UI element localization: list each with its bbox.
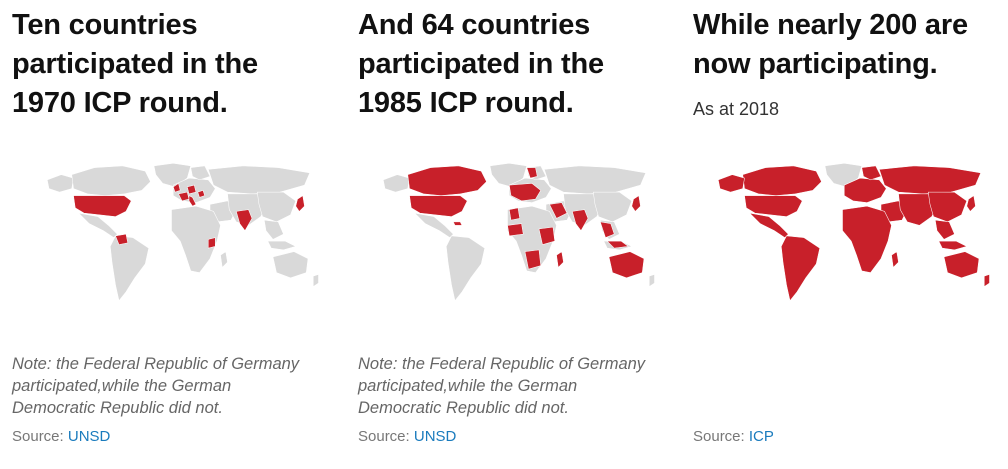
source-link[interactable]: ICP	[748, 428, 774, 445]
panel-title: And 64 countries participated in the 198…	[358, 9, 604, 119]
region-japan	[631, 195, 641, 212]
region-india	[571, 209, 589, 232]
footnote: Note: the Federal Republic of Germany pa…	[358, 355, 646, 417]
source-link[interactable]: UNSD	[413, 428, 457, 445]
region-usa	[744, 195, 803, 217]
region-italy	[188, 195, 197, 207]
region-southeast-asia	[599, 221, 615, 238]
world-map-1970	[46, 162, 319, 301]
region-germany	[186, 184, 197, 195]
region-uk	[172, 182, 181, 193]
region-caribbean	[452, 221, 463, 226]
source-line: Source: UNSD	[12, 428, 110, 445]
region-new-zealand	[983, 274, 990, 288]
region-madagascar	[556, 251, 564, 268]
region-china	[927, 191, 968, 223]
region-canada	[742, 165, 822, 196]
source-line: Source: ICP	[693, 428, 774, 445]
region-canada	[407, 165, 487, 196]
panel-title: Ten countries participated in the 1970 I…	[12, 9, 258, 119]
world-map-1985	[382, 162, 655, 301]
panel-1970: Ten countries participated in the 1970 I…	[12, 0, 342, 469]
region-east-africa	[538, 226, 556, 245]
region-madagascar	[891, 251, 899, 268]
region-west-africa	[507, 223, 524, 237]
region-kenya	[207, 237, 216, 249]
region-india	[235, 209, 253, 232]
region-colombia	[115, 233, 129, 245]
panel-title: While nearly 200 are now participating.	[693, 9, 968, 80]
region-alaska	[717, 174, 745, 193]
panel-1985: And 64 countries participated in the 198…	[358, 0, 688, 469]
region-australia	[943, 251, 980, 279]
source-link[interactable]: UNSD	[67, 428, 111, 445]
region-scandinavia	[861, 165, 882, 181]
source-label: Source:	[12, 428, 64, 445]
region-indonesia	[606, 240, 629, 249]
region-usa	[73, 195, 132, 217]
region-indonesia	[938, 240, 968, 251]
panel-subtitle: As at 2018	[693, 99, 780, 119]
region-africa	[842, 205, 892, 273]
source-label: Source:	[358, 428, 410, 445]
world-map-2018	[717, 162, 990, 302]
region-europe	[843, 177, 887, 203]
source-line: Source: UNSD	[358, 428, 456, 445]
region-scandinavia	[526, 167, 538, 179]
region-central-america	[748, 212, 789, 238]
region-north-africa	[508, 207, 521, 221]
region-hungary	[197, 190, 206, 198]
region-middle-east	[549, 202, 568, 219]
footnote: Note: the Federal Republic of Germany pa…	[12, 355, 300, 417]
region-southern-africa	[524, 249, 542, 270]
region-western-europe	[508, 183, 542, 202]
panel-2018: While nearly 200 are now participating. …	[693, 0, 1008, 469]
source-label: Source:	[693, 428, 745, 445]
region-japan	[295, 195, 305, 212]
region-russia	[878, 165, 982, 195]
region-south-america	[780, 235, 821, 302]
region-japan	[966, 195, 976, 212]
region-usa	[409, 195, 468, 217]
region-southeast-asia	[934, 219, 955, 240]
region-australia	[608, 251, 645, 279]
